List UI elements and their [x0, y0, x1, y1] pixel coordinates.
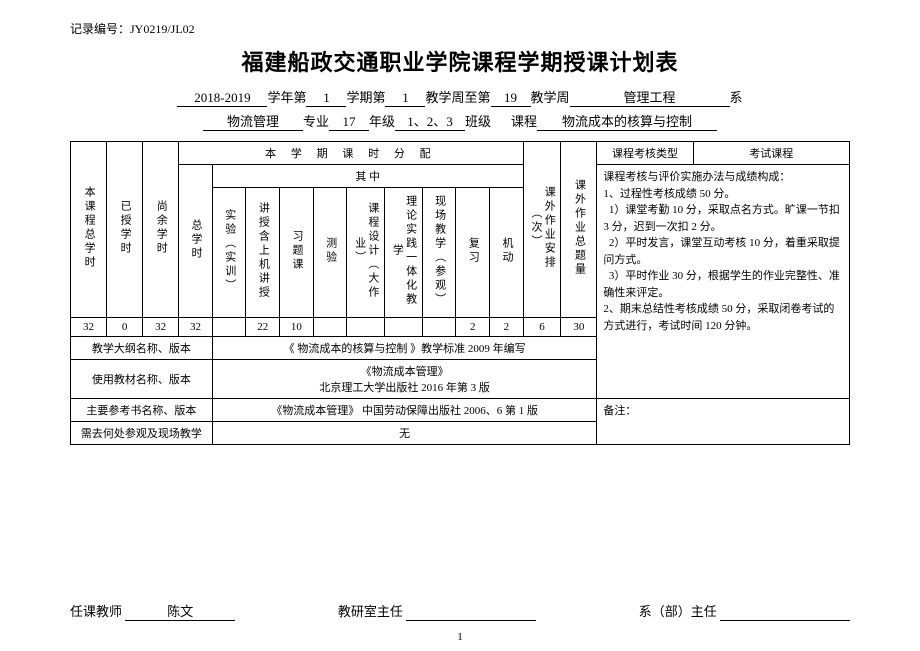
textbook-lbl: 使用教材名称、版本	[71, 360, 213, 399]
val-design	[347, 318, 385, 337]
major-field: 物流管理	[203, 111, 303, 131]
val-lecture: 22	[246, 318, 280, 337]
col-exercise: 习题课	[290, 191, 303, 311]
signature-line: 任课教师 陈文 教研室主任 系（部）主任	[70, 601, 850, 621]
dean	[720, 604, 850, 621]
header-within: 其 中	[212, 165, 523, 188]
assess-desc: 课程考核与评价实施办法与成绩构成： 1、过程性考核成绩 50 分。 1）课堂考勤…	[597, 165, 850, 399]
col-practice: 理论实践一体化教学	[390, 191, 416, 311]
page-number: 1	[0, 631, 920, 643]
col-design: 课程设计（大作业）	[353, 191, 379, 311]
course-field: 物流成本的核算与控制	[537, 111, 717, 131]
val-total: 32	[71, 318, 107, 337]
val-mobile: 2	[490, 318, 524, 337]
col-total: 本课程总学时	[82, 168, 95, 288]
col-mobile: 机动	[500, 191, 513, 311]
col-remain: 尚余学时	[154, 168, 167, 288]
grade-field: 17	[329, 114, 369, 131]
info-line-2: 物流管理 专业 17 年级 1、2、3 班级 课程 物流成本的核算与控制	[70, 111, 850, 131]
val-exercise: 10	[280, 318, 314, 337]
val-semtotal: 32	[179, 318, 213, 337]
header-alloc: 本 学 期 课 时 分 配	[179, 142, 524, 165]
teacher-name: 陈文	[125, 601, 235, 621]
class-field: 1、2、3	[395, 111, 465, 131]
col-hw-arrange: 课外作业安排（次）	[529, 168, 555, 288]
year-field: 2018-2019	[177, 90, 267, 107]
record-number: 记录编号：JY0219/JL02	[70, 20, 850, 37]
office-head	[406, 604, 536, 621]
assess-type-lbl: 课程考核类型	[597, 142, 693, 165]
textbook-val: 《物流成本管理》 北京理工大学出版社 2016 年第 3 版	[212, 360, 597, 399]
ref-lbl: 主要参考书名称、版本	[71, 399, 213, 422]
val-review: 2	[456, 318, 490, 337]
val-hw-arrange: 6	[523, 318, 561, 337]
col-hw-total: 课外作业总题量	[572, 168, 585, 288]
col-taught: 已授学时	[118, 168, 131, 288]
dept-field: 管理工程	[570, 87, 730, 107]
plan-table: 本课程总学时 已授学时 尚余学时 本 学 期 课 时 分 配 课外作业安排（次）…	[70, 141, 850, 445]
week-from-field: 1	[385, 90, 425, 107]
val-hw-total: 30	[561, 318, 597, 337]
syllabus-val: 《 物流成本的核算与控制 》教学标准 2009 年编写	[212, 337, 597, 360]
semester-field: 1	[306, 90, 346, 107]
syllabus-lbl: 教学大纲名称、版本	[71, 337, 213, 360]
col-test: 测验	[323, 191, 336, 311]
col-field: 现场教学（参观）	[432, 191, 445, 311]
field-lbl: 需去何处参观及现场教学	[71, 422, 213, 445]
col-lecture: 讲授含上机讲授	[256, 191, 269, 311]
col-semtotal: 总学时	[189, 180, 202, 300]
week-to-field: 19	[491, 90, 531, 107]
assess-type-val: 考试课程	[693, 142, 849, 165]
field-val: 无	[212, 422, 597, 445]
val-remain: 32	[143, 318, 179, 337]
remark-lbl: 备注：	[597, 399, 850, 445]
val-exp	[212, 318, 246, 337]
val-practice	[385, 318, 423, 337]
val-test	[313, 318, 347, 337]
val-field	[422, 318, 456, 337]
ref-val: 《物流成本管理》 中国劳动保障出版社 2006、6 第 1 版	[212, 399, 597, 422]
page-title: 福建船政交通职业学院课程学期授课计划表	[70, 45, 850, 77]
col-review: 复习	[466, 191, 479, 311]
info-line-1: 2018-2019 学年第 1 学期第 1 教学周至第 19 教学周 管理工程 …	[70, 87, 850, 107]
val-taught: 0	[107, 318, 143, 337]
col-exp: 实验（实训）	[223, 191, 236, 311]
